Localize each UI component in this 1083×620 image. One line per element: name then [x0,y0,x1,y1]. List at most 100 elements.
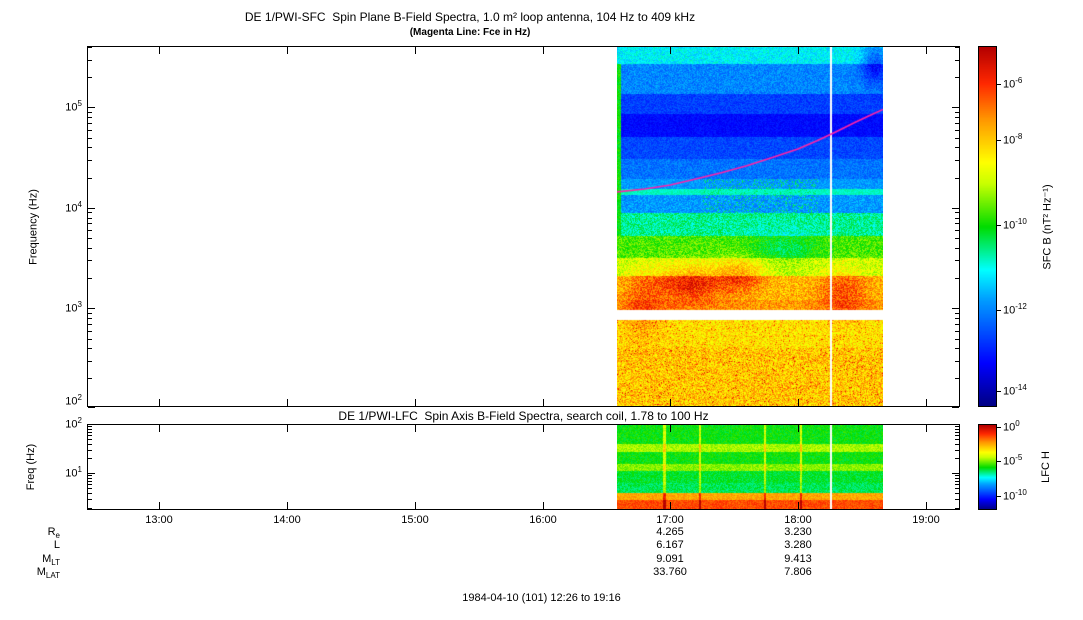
lfc-spectrogram-canvas [617,425,883,509]
sfc-y-axis-label: Frequency (Hz) [27,188,39,265]
y-minor-tick-mark [955,435,959,436]
y-minor-tick-mark [955,444,959,445]
y-minor-tick-mark [88,260,92,261]
x-tick-mark [287,399,288,406]
x-tick-label: 13:00 [145,514,173,526]
ephemeris-value: 4.265 [656,526,684,538]
y-minor-tick-mark [955,238,959,239]
x-tick-mark [415,425,416,432]
y-minor-tick-mark [955,439,959,440]
x-tick-mark [798,425,799,432]
ephemeris-row-label: L [53,539,60,551]
y-minor-tick-mark [955,117,959,118]
x-tick-mark [798,502,799,509]
y-minor-tick-mark [88,493,92,494]
x-tick-mark [670,399,671,406]
lfc-colorbar-canvas [979,425,996,509]
y-minor-tick-mark [88,488,92,489]
y-minor-tick-mark [955,223,959,224]
y-minor-tick-mark [88,318,92,319]
colorbar-tick-mark [996,84,1001,85]
lfc-y-axis-label: Freq (Hz) [25,443,37,491]
lfc-colorbar-label: LFC H [1040,451,1052,483]
x-tick-mark [287,47,288,54]
sfc-colorbar-canvas [979,47,996,406]
y-minor-tick-mark [88,160,92,161]
y-minor-tick-mark [955,112,959,113]
x-tick-mark [798,399,799,406]
x-tick-mark [543,399,544,406]
y-minor-tick-mark [88,130,92,131]
colorbar-tick-mark [996,225,1001,226]
y-minor-tick-mark [88,112,92,113]
x-tick-mark [543,502,544,509]
ephemeris-row-label: MLT [42,553,60,568]
ephemeris-value: 33.760 [653,566,687,578]
colorbar-tick-label: 10-10 [1003,217,1027,232]
x-tick-mark [415,399,416,406]
y-minor-tick-mark [955,123,959,124]
y-tick-mark [952,407,959,408]
lfc-plot-title: DE 1/PWI-LFC Spin Axis B-Field Spectra, … [338,409,709,423]
y-minor-tick-mark [955,508,959,509]
y-minor-tick-mark [955,130,959,131]
colorbar-tick-label: 10-6 [1003,76,1023,91]
y-minor-tick-mark [88,324,92,325]
y-minor-tick-mark [955,481,959,482]
y-minor-tick-mark [88,223,92,224]
y-minor-tick-mark [88,444,92,445]
y-tick-mark [952,473,959,474]
y-minor-tick-mark [88,47,92,48]
x-tick-mark [543,47,544,54]
colorbar-tick-mark [996,496,1001,497]
y-minor-tick-mark [955,450,959,451]
y-minor-tick-mark [955,278,959,279]
y-minor-tick-mark [88,212,92,213]
y-minor-tick-mark [88,348,92,349]
x-tick-label: 17:00 [656,514,684,526]
y-tick-label: 103 [65,300,82,315]
colorbar-tick-mark [996,310,1001,311]
y-minor-tick-mark [88,331,92,332]
sfc-spectrogram-plot [87,46,960,407]
colorbar-tick-label: 10-5 [1003,453,1023,468]
y-minor-tick-mark [88,147,92,148]
colorbar-tick-label: 10-12 [1003,302,1027,317]
y-minor-tick-mark [955,432,959,433]
x-tick-mark [415,502,416,509]
date-range-label: 1984-04-10 (101) 12:26 to 19:16 [462,592,621,604]
y-minor-tick-mark [88,238,92,239]
x-tick-mark [926,47,927,54]
y-minor-tick-mark [955,488,959,489]
y-minor-tick-mark [88,439,92,440]
ephemeris-value: 9.413 [784,553,812,565]
ephemeris-row-label: MLAT [36,566,60,581]
y-minor-tick-mark [955,178,959,179]
y-tick-label: 102 [65,416,82,431]
x-tick-mark [159,502,160,509]
x-tick-label: 19:00 [912,514,940,526]
x-tick-label: 15:00 [401,514,429,526]
figure-subtitle: (Magenta Line: Fce in Hz) [409,27,531,38]
y-minor-tick-mark [955,378,959,379]
y-minor-tick-mark [955,212,959,213]
x-tick-mark [159,399,160,406]
y-tick-mark [88,107,95,108]
y-minor-tick-mark [88,429,92,430]
y-minor-tick-mark [88,361,92,362]
y-minor-tick-mark [88,499,92,500]
y-minor-tick-mark [88,378,92,379]
y-tick-label: 104 [65,200,82,215]
ephemeris-value: 7.806 [784,566,812,578]
x-tick-mark [926,425,927,432]
figure-title: DE 1/PWI-SFC Spin Plane B-Field Spectra,… [244,10,696,24]
y-tick-mark [88,424,95,425]
y-minor-tick-mark [955,77,959,78]
y-tick-mark [952,424,959,425]
y-minor-tick-mark [88,484,92,485]
x-tick-mark [926,502,927,509]
y-tick-mark [952,308,959,309]
y-minor-tick-mark [955,147,959,148]
y-minor-tick-mark [88,77,92,78]
